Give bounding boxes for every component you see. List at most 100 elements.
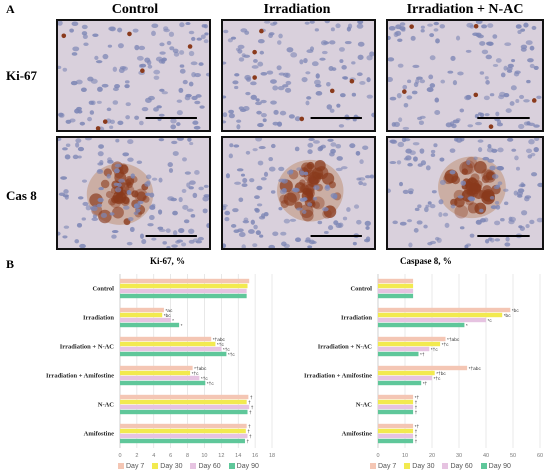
stained-islet (277, 159, 344, 222)
chart-title-ki67: Ki-67, % (150, 256, 185, 266)
category-label: Irradiation (341, 315, 372, 322)
legend-label: Day 7 (126, 463, 145, 470)
row-header-cas8: Cas 8 (6, 188, 37, 203)
significance-label: † (415, 434, 418, 440)
significance-label: *ac (165, 308, 173, 314)
bar (120, 404, 250, 410)
micrograph-ki67-irradiation-nac (386, 19, 544, 132)
legend-swatch-day30 (404, 463, 411, 470)
legend-item: Day 90 (228, 463, 259, 470)
bar (120, 394, 249, 400)
significance-label: *†c (207, 381, 215, 387)
category-label: Amifostine (342, 431, 372, 438)
legend-label: Day 30 (412, 463, 435, 470)
x-tick-label: 10 (402, 453, 408, 459)
bar (378, 409, 414, 415)
x-tick-label: 12 (218, 453, 224, 459)
legend-label: Day 90 (488, 463, 511, 470)
bar (120, 322, 180, 328)
bar (378, 346, 430, 352)
x-tick-label: 16 (252, 453, 258, 459)
cell-nuclei (58, 21, 209, 130)
significance-label: † (415, 400, 418, 406)
bar (378, 375, 432, 381)
category-label: N-AC (98, 402, 115, 409)
legend-item: Day 7 (370, 463, 396, 470)
legend-label: Day 7 (378, 463, 397, 470)
significance-label: * (181, 323, 183, 329)
significance-label: *†c (223, 347, 231, 353)
significance-label: *† (420, 352, 425, 358)
significance-label: † (246, 439, 249, 445)
x-tick-label: 20 (429, 453, 435, 459)
legend-item: Day 30 (152, 463, 182, 470)
bar (120, 288, 247, 294)
category-label: Irradiation + Amifostine (46, 373, 114, 380)
bar (120, 428, 246, 434)
bar (378, 283, 414, 289)
significance-label: *† (415, 424, 420, 430)
significance-label: *† (423, 381, 428, 387)
legend-swatch-day30 (152, 463, 159, 470)
significance-label: *bc (512, 308, 520, 314)
cell-nuclei (388, 21, 542, 130)
bar (378, 404, 414, 410)
x-tick-label: 0 (118, 453, 121, 459)
significance-label: * (172, 318, 174, 324)
bar (120, 317, 171, 323)
significance-label: † (415, 429, 418, 435)
bar (120, 399, 247, 405)
micrograph-cas8-irradiation-nac (386, 136, 544, 250)
category-label: Irradiation + Amifostine (304, 373, 372, 380)
significance-label: † (248, 424, 251, 430)
significance-label: † (415, 405, 418, 411)
bar (378, 428, 414, 434)
significance-label: † (248, 400, 251, 406)
column-header-irradiation-nac: Irradiation + N-AC (406, 2, 524, 17)
significance-label: † (250, 395, 253, 401)
bar (120, 293, 247, 299)
significance-label: *bc (164, 313, 172, 319)
category-label: Control (92, 286, 114, 293)
bar (378, 278, 414, 284)
bar (120, 370, 191, 376)
bar (378, 317, 486, 323)
cell-nuclei (223, 138, 374, 248)
bar (120, 380, 206, 386)
micrograph-cas8-irradiation (221, 136, 376, 250)
significance-label: *†abc (213, 337, 226, 343)
stained-nuclei (402, 23, 537, 129)
bar (120, 365, 193, 371)
bar (378, 288, 414, 294)
panel-a-label: A (6, 2, 15, 16)
category-label: Amifostine (84, 431, 114, 438)
x-tick-label: 60 (537, 453, 543, 459)
bar (120, 346, 222, 352)
category-label: Irradiation + N-AC (318, 344, 373, 351)
bar (120, 423, 247, 429)
significance-label: *†c (442, 342, 450, 348)
bar (378, 399, 414, 405)
column-header-irradiation: Irradiation (263, 2, 331, 17)
legend-item: Day 60 (190, 463, 221, 470)
bar (378, 394, 414, 400)
significance-label: † (247, 429, 250, 435)
category-label: Irradiation (83, 315, 114, 322)
bar (378, 351, 419, 357)
micrograph-ki67-irradiation (221, 19, 376, 132)
x-tick-label: 18 (269, 453, 275, 459)
legend-label: Day 60 (450, 463, 473, 470)
x-tick-label: 10 (201, 453, 207, 459)
bar (120, 283, 248, 289)
legend-label: Day 30 (160, 463, 183, 470)
x-tick-label: 30 (456, 453, 462, 459)
bar (120, 438, 245, 444)
legend-ki67: Day 7 Day 30 Day 60 Day 90 (118, 463, 259, 470)
significance-label: *†c (192, 371, 200, 377)
legend-item: Day 7 (118, 463, 144, 470)
bar (378, 307, 511, 313)
bar (120, 336, 212, 342)
chart-title-caspase8: Caspase 8, % (400, 256, 452, 266)
tissue-background (58, 21, 209, 130)
x-tick-label: 8 (186, 453, 189, 459)
